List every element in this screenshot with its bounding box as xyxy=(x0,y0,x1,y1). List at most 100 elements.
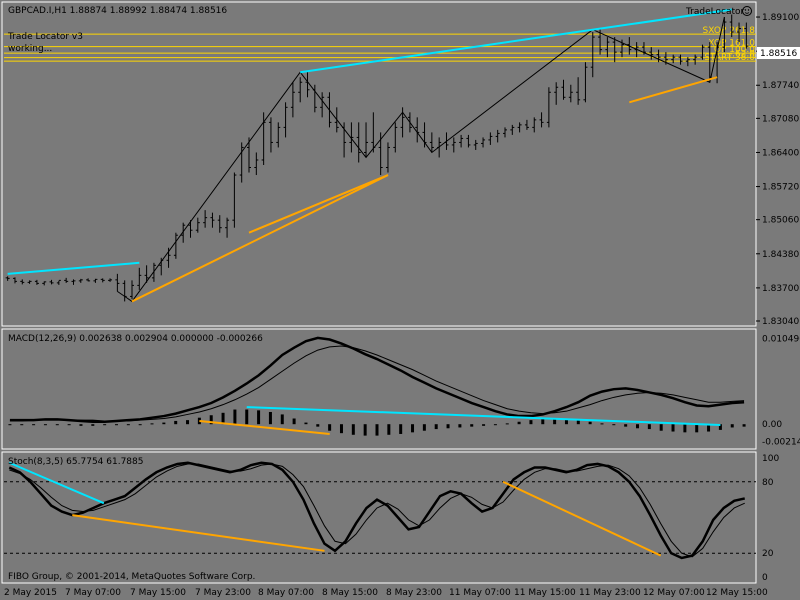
macd-histogram-bar xyxy=(221,412,225,425)
time-tick: 8 May 23:00 xyxy=(386,588,442,598)
brand-label: TradeLocator xyxy=(685,7,745,17)
time-tick: 7 May 23:00 xyxy=(195,588,251,598)
macd-histogram-bar xyxy=(529,420,533,425)
macd-histogram-bar xyxy=(43,424,47,426)
macd-histogram-bar xyxy=(624,424,628,427)
macd-histogram-bar xyxy=(505,423,509,425)
level-label: SXOP 261.8 xyxy=(703,26,756,36)
macd-histogram-bar xyxy=(268,411,272,425)
macd-histogram-bar xyxy=(742,424,746,427)
macd-histogram-bar xyxy=(387,424,391,435)
level-label: START 38.0 xyxy=(704,53,755,63)
price-tick-label: 1.83040 xyxy=(762,317,799,327)
trend-line xyxy=(300,8,732,74)
time-tick: 8 May 07:00 xyxy=(258,588,314,598)
current-price-label: 1.88516 xyxy=(760,49,797,59)
level-label: ...62.8 xyxy=(726,50,755,60)
trend-line xyxy=(131,174,389,303)
macd-histogram-bar xyxy=(659,424,663,431)
macd-histogram-bar xyxy=(328,424,332,431)
macd-indicator: 0.010496 0.00 -0.002143 xyxy=(8,335,800,448)
macd-histogram-bar xyxy=(280,414,284,425)
macd-histogram-bar xyxy=(553,418,557,425)
macd-histogram-bar xyxy=(186,420,190,425)
macd-pane xyxy=(1,328,757,450)
price-tick-label: 1.86400 xyxy=(762,148,799,158)
indicator-name: Trade Locator v3 xyxy=(7,32,83,42)
macd-histogram-bar xyxy=(434,424,438,430)
instrument-title: GBPCAD.I,H1 1.88874 1.88992 1.88474 1.88… xyxy=(8,6,227,16)
zigzag-path xyxy=(117,16,725,303)
stoch-tick-label: 100 xyxy=(762,454,779,464)
macd-histogram-bar xyxy=(718,424,722,430)
macd-histogram-bar xyxy=(138,424,142,426)
level-label: OP 100.0 xyxy=(714,45,755,55)
time-tick: 12 May 07:00 xyxy=(643,588,705,598)
level-label: XOP 161.0 xyxy=(708,39,755,49)
macd-histogram-bar xyxy=(114,424,118,426)
macd-histogram-bar xyxy=(174,420,178,425)
macd-histogram-bar xyxy=(32,424,36,426)
stoch-indicator: 100 80 20 0 xyxy=(4,454,779,583)
stoch-pane xyxy=(1,451,757,584)
macd-main-line xyxy=(9,336,745,424)
macd-histogram-bar xyxy=(257,410,261,425)
time-tick: 11 May 07:00 xyxy=(449,588,511,598)
macd-histogram-bar xyxy=(707,424,711,432)
macd-histogram-bar xyxy=(67,424,71,426)
current-price-tag xyxy=(757,47,800,59)
macd-histogram-bar xyxy=(458,424,462,428)
time-tick: 2 May 2015 xyxy=(4,588,57,598)
macd-histogram-bar xyxy=(79,424,83,426)
price-tick-label: 1.87740 xyxy=(762,81,799,91)
macd-histogram-bar xyxy=(316,424,320,427)
macd-histogram-bar xyxy=(375,424,379,436)
macd-histogram-bar xyxy=(363,424,367,436)
time-axis: 2 May 2015 7 May 07:00 7 May 15:00 7 May… xyxy=(4,588,768,598)
macd-histogram-bar xyxy=(422,424,426,431)
price-tick-label: 1.85060 xyxy=(762,216,799,226)
macd-histogram-bar xyxy=(671,424,675,432)
macd-histogram-bar xyxy=(564,419,568,425)
copyright-text: FIBO Group, © 2001-2014, MetaQuotes Soft… xyxy=(8,572,255,582)
macd-tick-label: 0.00 xyxy=(762,420,782,430)
status-text: working... xyxy=(8,44,52,54)
stoch-main-line xyxy=(8,461,746,560)
time-tick: 11 May 15:00 xyxy=(514,588,576,598)
macd-histogram-bar xyxy=(245,409,249,425)
price-pane xyxy=(1,1,757,327)
macd-histogram-bar xyxy=(683,424,687,433)
price-tick-label: 1.83700 xyxy=(762,284,799,294)
macd-histogram-bar xyxy=(162,422,166,425)
macd-histogram-bar xyxy=(209,415,213,425)
price-axis: 1.891001.884201.877401.870801.864001.857… xyxy=(756,13,799,327)
macd-histogram-bar xyxy=(411,424,415,433)
trend-line xyxy=(248,174,389,234)
macd-histogram-bar xyxy=(103,424,107,426)
macd-histogram-bar xyxy=(470,424,474,427)
macd-histogram-bar xyxy=(20,424,24,426)
macd-histogram-bar xyxy=(150,423,154,425)
macd-histogram-bar xyxy=(292,418,296,425)
macd-histogram-bar xyxy=(55,424,59,426)
macd-divergence-orange xyxy=(199,419,330,435)
macd-histogram-bar xyxy=(233,409,237,425)
macd-histogram-bar xyxy=(482,424,486,426)
macd-histogram-bar xyxy=(126,424,130,426)
macd-histogram-bar xyxy=(612,424,616,426)
stoch-divergence-cyan xyxy=(8,461,105,505)
macd-histogram-bar xyxy=(517,421,521,425)
stoch-signal-line xyxy=(9,463,745,558)
macd-histogram-bar xyxy=(304,422,308,425)
stoch-divergence-orange xyxy=(502,480,662,557)
macd-histogram-bar xyxy=(91,424,95,426)
stoch-tick-label: 80 xyxy=(762,478,774,488)
macd-histogram-bar xyxy=(197,417,201,425)
price-tick-label: 1.84380 xyxy=(762,250,799,260)
macd-histogram-bar xyxy=(600,423,604,425)
macd-histogram-bar xyxy=(446,424,450,429)
macd-tick-label: 0.010496 xyxy=(762,335,800,345)
macd-histogram-bar xyxy=(541,419,545,425)
stoch-tick-label: 20 xyxy=(762,549,774,559)
